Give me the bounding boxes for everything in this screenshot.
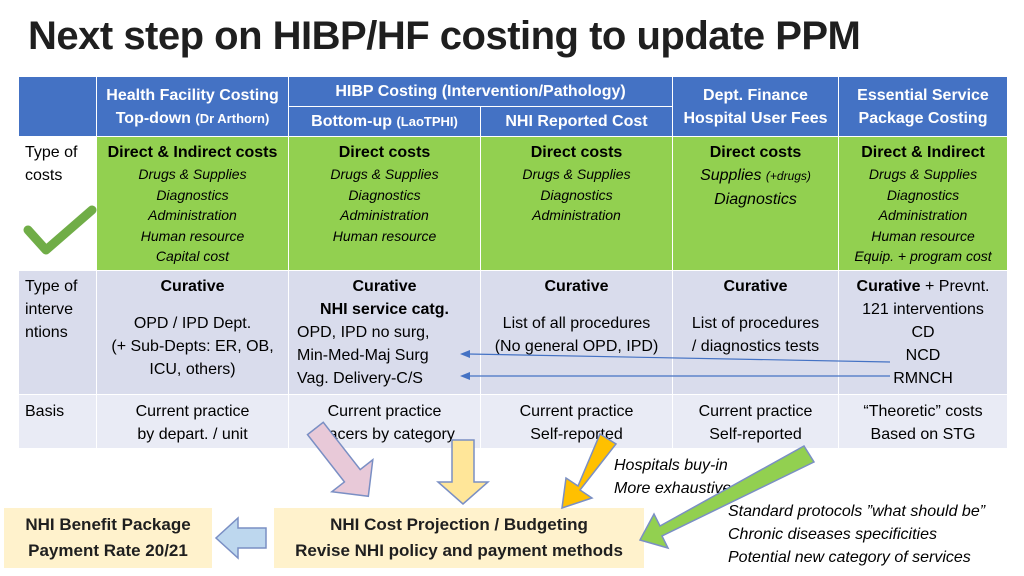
header-health-facility-costing: Health Facility Costing Top-down (Dr Art…: [96, 76, 289, 137]
cell-basis-nhi: Current practice Self-reported: [480, 394, 673, 449]
header-corner: [18, 76, 97, 137]
cost-item: Capital cost: [155, 248, 230, 264]
row-label-type-of-costs: Type of costs: [18, 136, 97, 271]
header-essential-service: Essential Service Package Costing: [838, 76, 1008, 137]
header-nhi-reported: NHI Reported Cost: [480, 106, 673, 137]
cell-interventions-bottom-up: Curative NHI service catg. OPD, IPD no s…: [288, 270, 481, 395]
cost-item: Drugs & Supplies: [138, 166, 247, 182]
cell-costs-esp: Direct & Indirect Drugs & Supplies Diagno…: [838, 136, 1008, 271]
costing-table: Health Facility Costing Top-down (Dr Art…: [18, 76, 1008, 449]
header-dept-finance: Dept. Finance Hospital User Fees: [672, 76, 839, 137]
cost-item: Administration: [532, 207, 621, 223]
cost-item: Equip. + program cost: [854, 248, 992, 264]
cost-item: Diagnostics: [348, 186, 421, 203]
cost-item: Drugs & Supplies: [868, 166, 978, 182]
page-title: Next step on HIBP/HF costing to update P…: [28, 14, 861, 58]
header-hibp-costing: HIBP Costing (Intervention/Pathology): [288, 76, 673, 107]
cell-interventions-nhi: Curative List of all procedures (No gene…: [480, 270, 673, 395]
cost-item: Drugs & Supplies: [522, 166, 631, 182]
cell-basis-hf: Current practice by depart. / unit: [96, 394, 289, 449]
header-bottom-up: Bottom-up (LaoTPHI): [288, 106, 481, 137]
nhi-benefit-package-box: NHI Benefit Package Payment Rate 20/21: [4, 508, 212, 568]
arrow-left-to-benefit: [214, 516, 267, 560]
nhi-cost-projection-box: NHI Cost Projection / Budgeting Revise N…: [274, 508, 644, 568]
cost-item: Diagnostics: [540, 186, 613, 203]
cell-interventions-hf: Curative OPD / IPD Dept. (+ Sub-Depts: E…: [96, 270, 289, 395]
cost-item: Diagnostics: [156, 186, 229, 203]
cell-basis-esp: “Theoretic” costs Based on STG: [838, 394, 1008, 449]
arrow-down-from-bottom-up: [436, 439, 490, 505]
cost-item: Human resource: [332, 227, 437, 244]
cell-basis-dept: Current practice Self-reported: [672, 394, 839, 449]
cell-interventions-esp: Curative + Prevnt. 121 interventions CD …: [838, 270, 1008, 395]
cost-item: Administration: [340, 207, 429, 223]
cost-item: Drugs & Supplies: [330, 166, 439, 182]
row-label-type-of-interventions: Type of interve ntions: [18, 270, 97, 395]
cost-item: Human resource: [140, 227, 245, 244]
cost-item: Diagnostics: [886, 186, 960, 203]
cost-item: Human resource: [871, 227, 975, 244]
cell-costs-hf: Direct & Indirect costs Drugs & Supplies…: [96, 136, 289, 271]
cell-interventions-dept: Curative List of procedures / diagnostic…: [672, 270, 839, 395]
cost-item: Administration: [878, 207, 968, 223]
cost-item: Administration: [148, 207, 237, 223]
cell-costs-dept: Direct costs Supplies (+drugs) Diagnosti…: [672, 136, 839, 271]
cell-basis-bottom-up: Current practice Tracers by category: [288, 394, 481, 449]
note-hospitals-buy-in: Hospitals buy-in More exhaustive: [614, 457, 732, 497]
cell-costs-bottom-up: Direct costs Drugs & Supplies Diagnostics…: [288, 136, 481, 271]
row-label-basis: Basis: [18, 394, 97, 449]
note-standard-protocols: Standard protocols ”what should be” Chro…: [728, 503, 986, 566]
cell-costs-nhi: Direct costs Drugs & Supplies Diagnostics…: [480, 136, 673, 271]
